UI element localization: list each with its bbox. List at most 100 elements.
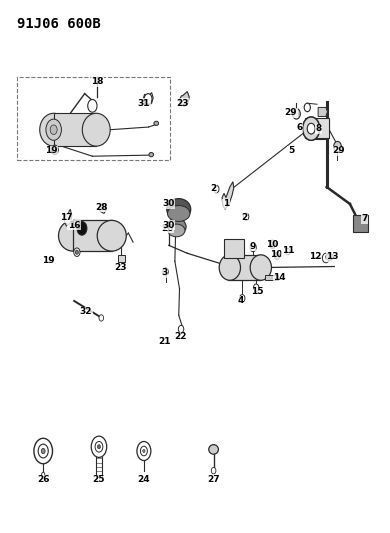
Bar [54, 114, 96, 146]
Text: 32: 32 [80, 307, 92, 316]
Text: 24: 24 [138, 475, 150, 484]
Circle shape [163, 268, 168, 276]
Text: 25: 25 [93, 475, 105, 484]
Bar [118, 255, 125, 262]
Circle shape [243, 213, 249, 220]
Circle shape [292, 109, 300, 119]
Text: 23: 23 [114, 263, 127, 272]
Circle shape [74, 248, 80, 256]
Text: 26: 26 [37, 475, 50, 484]
Circle shape [214, 185, 219, 193]
Circle shape [304, 103, 310, 112]
Polygon shape [222, 182, 234, 209]
Circle shape [38, 444, 48, 458]
Text: 6: 6 [296, 123, 303, 132]
Circle shape [211, 467, 216, 474]
Ellipse shape [209, 445, 218, 454]
Text: 2: 2 [241, 213, 248, 222]
Polygon shape [64, 209, 72, 226]
Circle shape [269, 240, 276, 248]
Circle shape [88, 100, 97, 112]
Circle shape [323, 253, 330, 263]
Circle shape [42, 472, 45, 477]
Ellipse shape [250, 255, 271, 280]
Bar [353, 215, 368, 232]
Polygon shape [309, 119, 329, 139]
Text: 19: 19 [43, 256, 55, 265]
Text: 31: 31 [138, 99, 150, 108]
Circle shape [99, 315, 104, 321]
Circle shape [178, 325, 184, 333]
Circle shape [98, 445, 101, 449]
Circle shape [250, 243, 256, 252]
Circle shape [254, 284, 259, 292]
Ellipse shape [46, 119, 61, 140]
Bar [305, 118, 329, 138]
Text: 10: 10 [270, 251, 282, 260]
Ellipse shape [97, 220, 126, 251]
Text: 8: 8 [316, 124, 322, 133]
Text: 13: 13 [326, 253, 339, 262]
Ellipse shape [58, 220, 87, 251]
Circle shape [91, 436, 107, 457]
Text: 18: 18 [91, 77, 104, 86]
Bar [73, 220, 112, 251]
Ellipse shape [50, 125, 57, 134]
Circle shape [303, 117, 320, 140]
Text: 27: 27 [207, 475, 220, 484]
Text: 9: 9 [249, 242, 255, 251]
Text: 22: 22 [174, 332, 186, 341]
Ellipse shape [154, 121, 159, 125]
Text: 28: 28 [95, 203, 108, 212]
Text: 20: 20 [161, 224, 173, 233]
Text: 19: 19 [45, 147, 58, 156]
Text: 21: 21 [158, 337, 170, 346]
Text: 30: 30 [163, 221, 175, 230]
Text: 12: 12 [309, 253, 321, 262]
Text: 23: 23 [176, 99, 189, 108]
Circle shape [285, 248, 290, 255]
Circle shape [275, 252, 280, 260]
Text: 16: 16 [68, 221, 80, 230]
Text: 91J06 600B: 91J06 600B [17, 17, 101, 31]
Circle shape [307, 123, 315, 134]
Circle shape [34, 438, 53, 464]
Text: 10: 10 [266, 240, 278, 249]
Text: 4: 4 [238, 296, 244, 305]
Polygon shape [179, 92, 189, 107]
Ellipse shape [82, 114, 110, 146]
Text: 29: 29 [285, 108, 297, 117]
Bar [265, 275, 278, 280]
Circle shape [51, 145, 58, 155]
Circle shape [143, 449, 145, 453]
Text: 11: 11 [282, 246, 294, 255]
Text: 2: 2 [211, 183, 217, 192]
Circle shape [239, 295, 245, 302]
Text: 15: 15 [251, 287, 263, 296]
Text: 5: 5 [288, 147, 294, 156]
Circle shape [144, 94, 152, 104]
Text: 7: 7 [362, 214, 368, 223]
Ellipse shape [219, 255, 241, 280]
Ellipse shape [149, 152, 154, 157]
Text: 3: 3 [161, 268, 167, 277]
Text: 30: 30 [163, 199, 175, 208]
Ellipse shape [40, 114, 67, 146]
Circle shape [95, 441, 103, 452]
Circle shape [137, 441, 151, 461]
Ellipse shape [167, 199, 191, 220]
Ellipse shape [326, 254, 333, 260]
Text: 17: 17 [60, 213, 73, 222]
Ellipse shape [168, 206, 190, 221]
Ellipse shape [168, 224, 185, 237]
Polygon shape [99, 204, 107, 214]
Text: 14: 14 [273, 272, 286, 281]
Polygon shape [143, 93, 153, 106]
Circle shape [303, 117, 320, 140]
Circle shape [75, 250, 78, 254]
Circle shape [140, 446, 147, 456]
FancyBboxPatch shape [17, 77, 170, 160]
Bar [228, 255, 261, 280]
Text: 1: 1 [223, 199, 229, 208]
Circle shape [41, 448, 45, 454]
